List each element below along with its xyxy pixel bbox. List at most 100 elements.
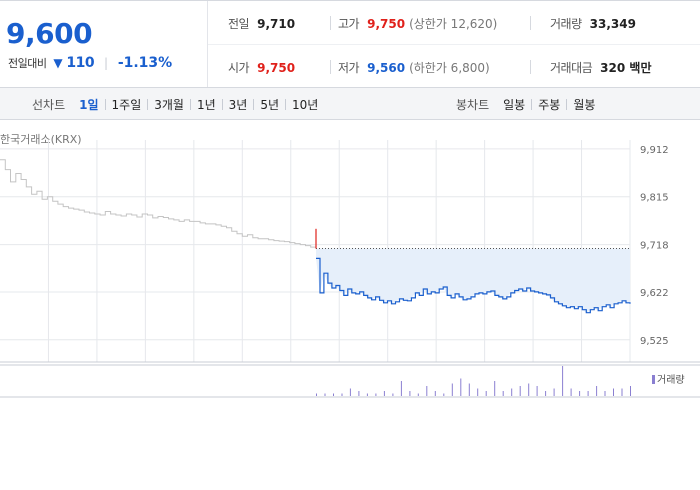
y-tick-label: 9,912 (640, 145, 669, 156)
volume-bar (621, 388, 623, 396)
change-divider: | (103, 56, 108, 70)
tab-divider (253, 99, 255, 110)
stat-label: 전일 (228, 17, 250, 31)
volume-bar (460, 378, 462, 396)
lower-limit: (하한가 6,800) (409, 61, 490, 75)
volume-swatch (652, 375, 655, 384)
volume-bar (596, 386, 598, 396)
stat-value: 320 백만 (600, 61, 652, 75)
tab-candle-period-0[interactable]: 일봉 (503, 98, 526, 112)
tab-candle-period-2[interactable]: 월봉 (573, 98, 596, 112)
volume-bar (630, 386, 631, 396)
volume-bar (400, 381, 402, 396)
volume-bar (434, 391, 436, 396)
volume-bar (443, 393, 445, 396)
stat-high: 고가 9,750 (상한가 12,620) (338, 15, 497, 32)
tab-divider (147, 99, 149, 110)
tab-line-period-3[interactable]: 1년 (196, 98, 216, 112)
volume-legend-label: 거래량 (657, 375, 685, 386)
tab-line-period-1[interactable]: 1주일 (111, 98, 142, 112)
stat-label: 거래량 (550, 17, 582, 31)
volume-bar (511, 388, 513, 396)
volume-bar (333, 393, 334, 396)
volume-bar (417, 393, 419, 396)
volume-bar (366, 393, 368, 396)
volume-bar (324, 393, 326, 396)
change-rate: -1.13% (117, 55, 173, 71)
tab-candle-period-1[interactable]: 주봉 (538, 98, 561, 112)
stat-volume: 거래량 33,349 (550, 15, 636, 32)
today-price-line (316, 257, 631, 314)
tab-divider (566, 99, 568, 110)
volume-bar (375, 393, 377, 396)
tab-divider (285, 99, 287, 110)
change-label: 전일대비 (8, 57, 47, 70)
stat-value: 9,750 (367, 17, 406, 31)
stat-label: 저가 (338, 61, 360, 75)
volume-bar (502, 391, 504, 396)
tab-line-period-4[interactable]: 3년 (228, 98, 248, 112)
y-tick-label: 9,815 (640, 193, 669, 204)
stat-open: 시가 9,750 (228, 59, 295, 76)
volume-bar (587, 391, 589, 396)
divider (530, 60, 531, 74)
stat-value: 33,349 (589, 17, 636, 31)
volume-bar (358, 391, 360, 396)
tab-divider (531, 99, 533, 110)
volume-bar (349, 388, 351, 396)
price-chart: 9,912 9,815 9,718 9,622 9,525 (0, 140, 700, 398)
volume-legend: 거래량 (652, 371, 685, 386)
y-tick-label: 9,718 (640, 241, 669, 252)
chart-toolbar: 선차트 1일 1주일 3개월 1년 3년 5년 10년 봉차트 일봉 주봉 월봉 (0, 88, 700, 120)
volume-bar (409, 391, 411, 396)
tab-line-period-0[interactable]: 1일 (79, 98, 99, 112)
volume-bar (519, 386, 521, 396)
change-amount: 110 (66, 55, 95, 71)
volume-bar (392, 393, 394, 396)
tab-line-period-6[interactable]: 10년 (292, 98, 319, 112)
volume-bar (536, 386, 538, 396)
volume-bar (426, 386, 428, 396)
tab-divider (221, 99, 223, 110)
line-chart-label: 선차트 (32, 98, 66, 112)
volume-bar (485, 391, 487, 396)
volume-bar (545, 391, 547, 396)
upper-limit: (상한가 12,620) (409, 17, 498, 31)
stat-prev-close: 전일 9,710 (228, 15, 295, 32)
volume-bar (562, 366, 564, 396)
volume-bar (316, 393, 317, 396)
candle-chart-group: 봉차트 일봉 주봉 월봉 (456, 96, 595, 113)
divider (530, 16, 531, 30)
stat-value: 9,750 (257, 61, 296, 75)
tab-line-period-2[interactable]: 3개월 (154, 98, 184, 112)
y-tick-label: 9,622 (640, 288, 669, 299)
divider (330, 16, 331, 30)
stat-value: 9,710 (257, 17, 296, 31)
y-tick-label: 9,525 (640, 336, 669, 347)
volume-bar (528, 383, 530, 396)
candle-chart-label: 봉차트 (456, 98, 490, 112)
quote-summary: 9,600 전일대비 ▼ 110 | -1.13% 전일 9,710 고가 9,75… (0, 0, 700, 88)
current-price: 9,600 (6, 17, 93, 50)
tab-divider (104, 99, 106, 110)
exchange-label: 한국거래소(KRX) (0, 133, 82, 146)
change-line: 전일대비 ▼ 110 | -1.13% (8, 55, 172, 71)
stat-label: 고가 (338, 17, 360, 31)
volume-bar (341, 393, 343, 396)
price-box: 9,600 전일대비 ▼ 110 | -1.13% (0, 1, 208, 87)
volume-bar (494, 381, 496, 396)
stat-value: 9,560 (367, 61, 406, 75)
stat-label: 거래대금 (550, 61, 593, 75)
stat-low: 저가 9,560 (하한가 6,800) (338, 59, 490, 76)
volume-bar (579, 391, 581, 396)
volume-bar (613, 388, 614, 396)
tab-divider (189, 99, 191, 110)
tab-line-period-5[interactable]: 5년 (260, 98, 280, 112)
stat-amount: 거래대금 320 백만 (550, 59, 651, 76)
today-fill-area (316, 248, 630, 313)
volume-bar (451, 383, 453, 396)
prior-day-price-line (0, 159, 317, 249)
volume-bar (383, 391, 385, 396)
volume-bar (570, 388, 572, 396)
volume-bar (468, 383, 470, 396)
